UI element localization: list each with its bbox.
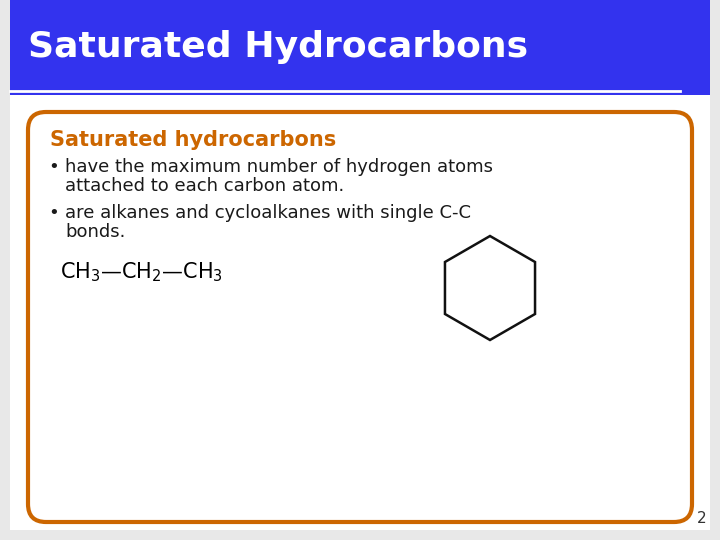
FancyBboxPatch shape xyxy=(28,112,692,522)
Text: are alkanes and cycloalkanes with single C-C: are alkanes and cycloalkanes with single… xyxy=(65,204,471,222)
Text: Saturated Hydrocarbons: Saturated Hydrocarbons xyxy=(28,30,528,64)
Text: bonds.: bonds. xyxy=(65,223,125,241)
Text: CH$_3$—CH$_2$—CH$_3$: CH$_3$—CH$_2$—CH$_3$ xyxy=(60,260,223,284)
FancyBboxPatch shape xyxy=(10,0,710,95)
Text: 2: 2 xyxy=(696,511,706,526)
Text: •: • xyxy=(48,158,59,176)
Text: have the maximum number of hydrogen atoms: have the maximum number of hydrogen atom… xyxy=(65,158,493,176)
Text: •: • xyxy=(48,204,59,222)
Text: Saturated hydrocarbons: Saturated hydrocarbons xyxy=(50,130,336,150)
FancyBboxPatch shape xyxy=(10,10,710,530)
Text: attached to each carbon atom.: attached to each carbon atom. xyxy=(65,177,344,195)
